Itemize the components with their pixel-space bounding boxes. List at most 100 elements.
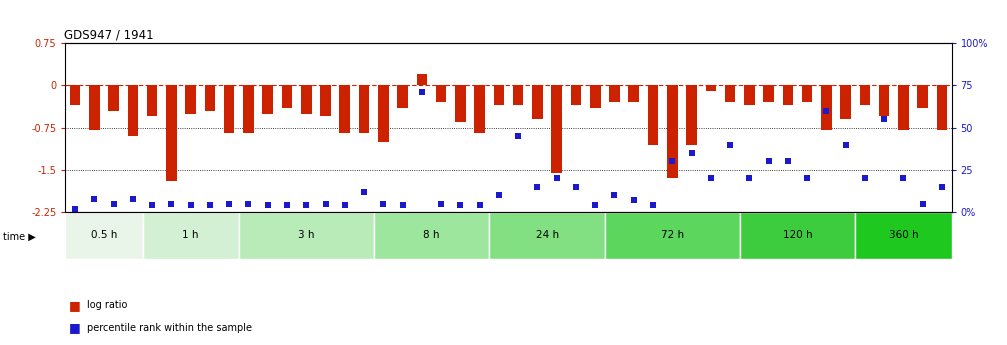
- Point: [125, 196, 141, 201]
- Point: [163, 201, 179, 206]
- Bar: [128, 85, 138, 136]
- Point: [106, 201, 122, 206]
- Bar: [609, 85, 619, 102]
- Point: [606, 193, 622, 198]
- Bar: [937, 85, 948, 130]
- Bar: [204, 85, 215, 111]
- Bar: [109, 85, 119, 111]
- Bar: [65, 212, 143, 259]
- Point: [779, 159, 796, 164]
- Point: [568, 184, 584, 190]
- Point: [819, 108, 835, 114]
- Point: [471, 203, 487, 208]
- Bar: [667, 85, 678, 178]
- Point: [800, 176, 816, 181]
- Point: [530, 184, 546, 190]
- Bar: [763, 85, 774, 102]
- Point: [298, 203, 314, 208]
- Point: [452, 203, 468, 208]
- Bar: [513, 85, 524, 105]
- Bar: [802, 85, 813, 102]
- Point: [336, 203, 352, 208]
- Bar: [590, 85, 600, 108]
- Bar: [243, 85, 254, 133]
- Bar: [358, 85, 370, 133]
- Text: GDS947 / 1941: GDS947 / 1941: [63, 29, 153, 42]
- Point: [376, 201, 392, 206]
- Point: [414, 89, 430, 95]
- Point: [67, 206, 84, 211]
- Point: [933, 184, 950, 190]
- Bar: [455, 85, 465, 122]
- Bar: [143, 212, 239, 259]
- Point: [182, 203, 198, 208]
- Bar: [855, 212, 952, 259]
- Point: [857, 176, 873, 181]
- Bar: [89, 85, 100, 130]
- Bar: [740, 212, 855, 259]
- Bar: [282, 85, 292, 108]
- Point: [684, 150, 700, 156]
- Bar: [648, 85, 659, 145]
- Text: 0.5 h: 0.5 h: [91, 230, 117, 240]
- Bar: [706, 85, 716, 91]
- Text: time ▶: time ▶: [3, 231, 36, 241]
- Text: 360 h: 360 h: [888, 230, 918, 240]
- Point: [87, 196, 103, 201]
- Bar: [69, 85, 81, 105]
- Bar: [493, 85, 505, 105]
- Text: 3 h: 3 h: [298, 230, 314, 240]
- Bar: [320, 85, 331, 116]
- Point: [703, 176, 719, 181]
- Point: [665, 159, 681, 164]
- Bar: [841, 85, 851, 119]
- Point: [395, 203, 411, 208]
- Point: [876, 116, 892, 122]
- Point: [722, 142, 738, 147]
- Text: 8 h: 8 h: [423, 230, 440, 240]
- Bar: [489, 212, 605, 259]
- Text: 24 h: 24 h: [536, 230, 559, 240]
- Bar: [605, 212, 740, 259]
- Bar: [552, 85, 562, 173]
- Point: [587, 203, 603, 208]
- Point: [222, 201, 238, 206]
- Point: [144, 203, 160, 208]
- Bar: [147, 85, 157, 116]
- Bar: [686, 85, 697, 145]
- Bar: [436, 85, 446, 102]
- Bar: [725, 85, 735, 102]
- Bar: [744, 85, 754, 105]
- Bar: [374, 212, 489, 259]
- Text: 120 h: 120 h: [782, 230, 813, 240]
- Bar: [898, 85, 908, 130]
- Point: [241, 201, 257, 206]
- Point: [511, 133, 527, 139]
- Point: [549, 176, 565, 181]
- Point: [279, 203, 295, 208]
- Bar: [239, 212, 374, 259]
- Bar: [301, 85, 311, 114]
- Bar: [224, 85, 235, 133]
- Point: [260, 203, 276, 208]
- Text: percentile rank within the sample: percentile rank within the sample: [87, 323, 252, 333]
- Point: [838, 142, 854, 147]
- Text: ■: ■: [68, 299, 81, 312]
- Point: [433, 201, 449, 206]
- Point: [644, 203, 661, 208]
- Point: [914, 201, 930, 206]
- Bar: [417, 74, 427, 85]
- Point: [760, 159, 776, 164]
- Point: [625, 198, 641, 203]
- Bar: [185, 85, 196, 114]
- Text: 1 h: 1 h: [182, 230, 199, 240]
- Point: [490, 193, 507, 198]
- Bar: [571, 85, 581, 105]
- Bar: [339, 85, 350, 133]
- Bar: [782, 85, 794, 105]
- Text: 72 h: 72 h: [661, 230, 684, 240]
- Bar: [532, 85, 543, 119]
- Point: [895, 176, 911, 181]
- Bar: [879, 85, 889, 116]
- Point: [201, 203, 218, 208]
